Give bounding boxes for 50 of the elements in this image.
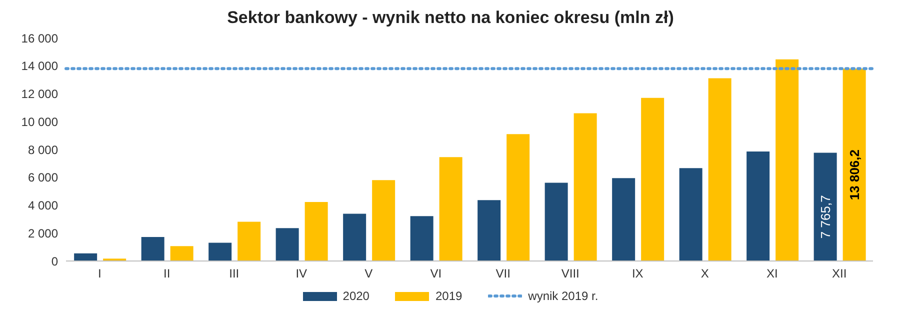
bar — [372, 180, 396, 261]
y-tick-label: 12 000 — [21, 87, 58, 102]
y-tick-label: 4 000 — [28, 198, 58, 213]
y-tick-label: 10 000 — [21, 114, 58, 129]
bar — [574, 113, 597, 261]
bar — [343, 214, 366, 261]
x-tick-label: XI — [766, 266, 778, 281]
data-label: 13 806,2 — [846, 149, 862, 200]
bar — [74, 253, 98, 261]
y-tick-label: 16 000 — [21, 31, 58, 46]
x-tick-label: IV — [296, 266, 308, 281]
x-tick-label: I — [98, 266, 102, 281]
x-tick-label: VII — [496, 266, 510, 281]
bar — [776, 59, 799, 261]
x-tick-label: IX — [632, 266, 644, 281]
x-tick-label: II — [164, 266, 170, 281]
data-label: 7 765,7 — [818, 195, 833, 239]
bar — [612, 178, 636, 261]
bar — [544, 182, 568, 261]
bar — [170, 246, 194, 261]
legend-label: wynik 2019 r. — [528, 289, 598, 303]
bar — [478, 200, 501, 261]
bar — [746, 151, 770, 261]
y-tick-label: 8 000 — [28, 142, 58, 157]
chart-title: Sektor bankowy - wynik netto na koniec okresu (mln zł) — [226, 8, 675, 29]
bar — [304, 202, 328, 261]
y-tick-label: 14 000 — [21, 59, 58, 74]
bar — [208, 242, 232, 261]
bar — [814, 152, 837, 261]
x-tick-label: XII — [832, 266, 847, 281]
bar — [238, 222, 261, 261]
bar — [410, 216, 434, 261]
y-tick-label: 2 000 — [28, 226, 58, 240]
bar — [842, 68, 866, 261]
bar — [276, 228, 299, 261]
legend-label: 2019 — [435, 289, 462, 303]
x-tick-label: VI — [430, 266, 442, 281]
bar — [439, 157, 462, 261]
y-tick-label: 0 — [51, 254, 58, 268]
bar — [708, 78, 732, 261]
x-tick-label: V — [364, 266, 373, 281]
y-tick-label: 6 000 — [28, 170, 58, 185]
bar — [506, 134, 530, 261]
x-tick-label: VIII — [561, 266, 580, 281]
x-tick-label: X — [700, 266, 709, 281]
bar — [641, 98, 664, 261]
legend-label: 2020 — [342, 289, 370, 303]
bar — [679, 168, 702, 261]
x-tick-label: III — [229, 266, 240, 281]
bar — [141, 237, 164, 261]
